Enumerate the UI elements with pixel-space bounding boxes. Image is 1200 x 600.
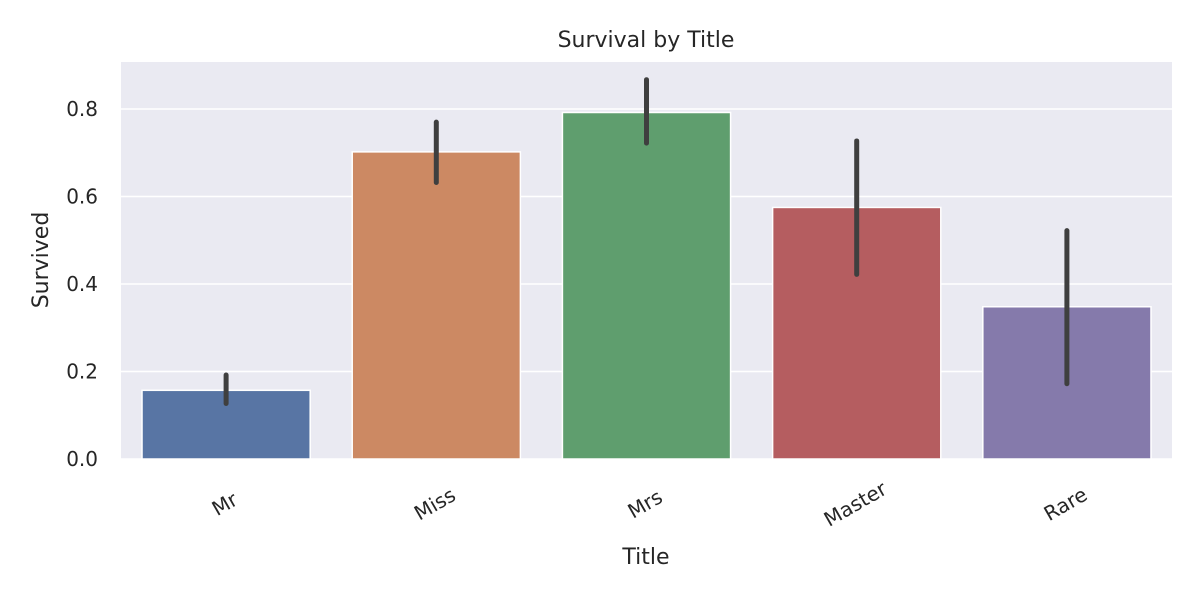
y-tick-label: 0.2 xyxy=(66,360,98,384)
error-bars xyxy=(223,77,1070,406)
bar-master xyxy=(771,206,942,460)
y-tick-label: 0.8 xyxy=(66,97,98,121)
bar-mrs xyxy=(561,111,732,460)
y-tick-label: 0.6 xyxy=(66,185,98,209)
x-tick-label: Rare xyxy=(1040,482,1092,526)
x-tick-label: Mr xyxy=(208,487,243,521)
x-tick-label: Miss xyxy=(410,483,460,526)
y-tick-label: 0.0 xyxy=(66,447,98,471)
y-tick-label: 0.4 xyxy=(66,272,98,296)
y-axis-label: Survived xyxy=(29,212,54,309)
x-tick-label: Mrs xyxy=(623,485,666,524)
y-tick-labels: 0.0 0.2 0.4 0.6 0.8 xyxy=(66,97,98,471)
bars xyxy=(141,111,1152,460)
chart-title: Survival by Title xyxy=(558,28,735,53)
bar-miss xyxy=(351,151,522,460)
x-tick-labels: Mr Miss Mrs Master Rare xyxy=(208,476,1092,531)
x-tick-label: Master xyxy=(820,476,892,531)
x-axis-label: Title xyxy=(621,545,669,570)
